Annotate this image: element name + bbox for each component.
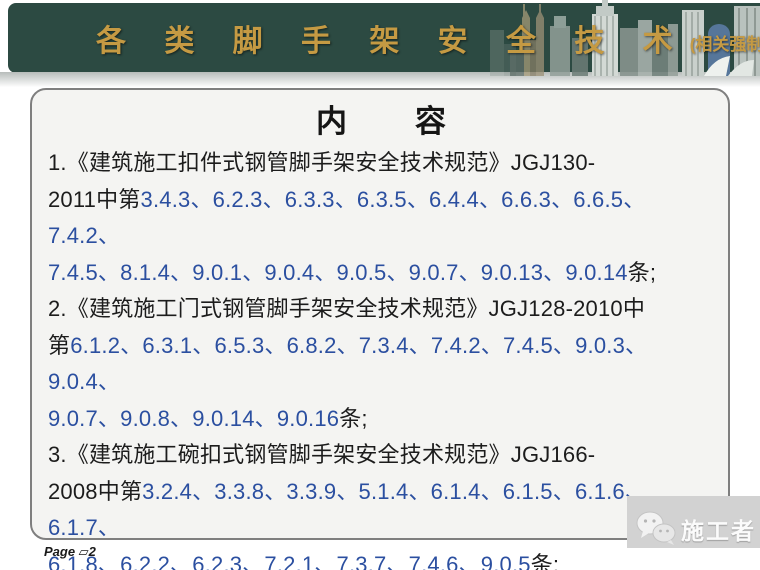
content-line: 7.4.5、8.1.4、9.0.1、9.0.4、9.0.5、9.0.7、9.0.… [48, 259, 657, 285]
content-line: 第6.1.2、6.3.1、6.5.3、6.8.2、7.3.4、7.4.2、7.4… [48, 332, 648, 395]
content-heading: 内 容 [316, 104, 448, 139]
content-line: 2.《建筑施工门式钢管脚手架安全技术规范》JGJ128-2010中 [48, 296, 646, 321]
content-line: 2011中第3.4.3、6.2.3、6.3.3、6.3.5、6.4.4、6.6.… [48, 186, 646, 249]
content-item: 3.《建筑施工碗扣式钢管脚手架安全技术规范》JGJ166- 2008中第3.2.4… [48, 437, 716, 570]
content-list: 1.《建筑施工扣件式钢管脚手架安全技术规范》JGJ130- 2011中第3.4.3… [48, 145, 716, 570]
content-line: 3.《建筑施工碗扣式钢管脚手架安全技术规范》JGJ166- [48, 442, 596, 467]
content-line: 1.《建筑施工扣件式钢管脚手架安全技术规范》JGJ130- [48, 150, 596, 175]
content-item: 1.《建筑施工扣件式钢管脚手架安全技术规范》JGJ130- 2011中第3.4.3… [48, 145, 716, 291]
content-line: 9.0.7、9.0.8、9.0.14、9.0.16条; [48, 405, 368, 431]
content-line: 6.1.8、6.2.2、6.2.3、7.2.1、7.3.7、7.4.6、9.0.… [48, 551, 560, 570]
banner-title: 各 类 脚 手 架 安 全 技 术 [96, 25, 688, 58]
banner-shadow [0, 72, 760, 90]
slide-banner: 各 类 脚 手 架 安 全 技 术 (相关强制性条文整理) [8, 0, 760, 76]
page-number: Page ▱2 [44, 544, 96, 559]
content-line: 2008中第3.2.4、3.3.8、3.3.9、5.1.4、6.1.4、6.1.… [48, 478, 648, 541]
content-box: 内 容 1.《建筑施工扣件式钢管脚手架安全技术规范》JGJ130- 2011中第3… [30, 88, 730, 570]
content-item: 2.《建筑施工门式钢管脚手架安全技术规范》JGJ128-2010中第6.1.2、… [48, 291, 716, 437]
opera-house-shape [704, 56, 754, 76]
cityscape-image [490, 0, 760, 76]
banner-subtitle: (相关强制性条文整理) [689, 34, 760, 54]
wechat-icon [636, 511, 676, 545]
watermark: 施工者 [627, 496, 760, 548]
watermark-label: 施工者 [681, 518, 756, 544]
